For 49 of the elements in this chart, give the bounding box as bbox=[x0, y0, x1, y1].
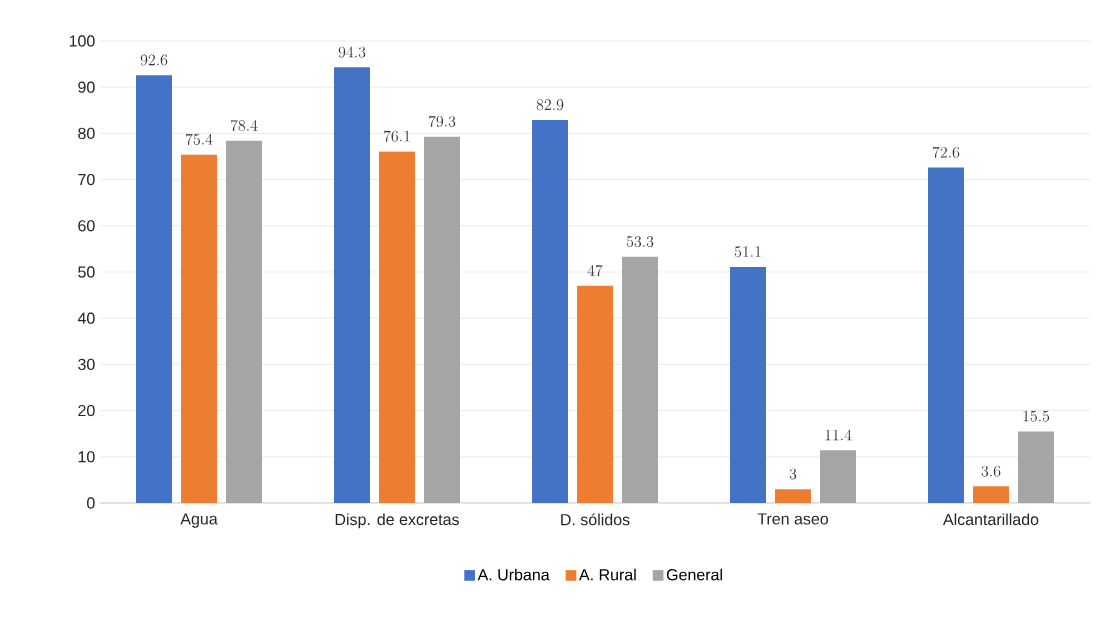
bar bbox=[424, 136, 460, 503]
bar bbox=[622, 256, 658, 503]
y-tick-label: 70 bbox=[78, 173, 95, 186]
bar bbox=[927, 167, 964, 503]
data-label: 51 . 1 bbox=[734, 246, 761, 258]
bar bbox=[819, 450, 856, 503]
bar bbox=[972, 486, 1009, 503]
bar bbox=[774, 489, 811, 503]
data-label: 94.3 bbox=[338, 46, 366, 58]
x-tick-label: Alcantarillado bbox=[942, 513, 1039, 526]
y-tick-label: 10 bbox=[78, 451, 95, 463]
data-label: 53.3 bbox=[626, 236, 654, 248]
data-label: 47 bbox=[587, 264, 603, 277]
y-tick-label: 80 bbox=[78, 127, 95, 140]
x-tick-label: Disp. de excretas bbox=[335, 513, 459, 529]
data-label: 3.6 bbox=[981, 465, 1001, 477]
y-tick-label: 30 bbox=[78, 358, 95, 371]
legend-label: A. Urbana bbox=[477, 568, 550, 581]
data-label: 92.6 bbox=[140, 54, 168, 66]
y-tick-label: 0 bbox=[87, 497, 95, 509]
bar bbox=[379, 151, 415, 503]
y-tick-label: 60 bbox=[78, 220, 95, 232]
y-tick-label: 90 bbox=[78, 81, 95, 93]
bar bbox=[136, 75, 173, 503]
data-label: 76. 1 bbox=[383, 130, 410, 142]
data-label: 79.3 bbox=[428, 115, 456, 127]
y-tick-label: 100 bbox=[69, 35, 95, 47]
bar bbox=[181, 154, 217, 503]
data-label: 75.4 bbox=[185, 133, 213, 145]
bar bbox=[1017, 431, 1054, 503]
data-label: 11 .4 bbox=[825, 429, 852, 441]
y-tick-label: 40 bbox=[77, 312, 95, 324]
data-label: 78.4 bbox=[230, 119, 258, 132]
bar bbox=[532, 119, 568, 503]
data-label: 82.9 bbox=[536, 99, 564, 111]
legend-label: A. Rural bbox=[579, 568, 636, 581]
bar bbox=[226, 140, 262, 503]
legend-label: General bbox=[666, 568, 722, 581]
bar bbox=[334, 67, 370, 503]
y-tick-label: 20 bbox=[78, 404, 95, 417]
data-label: 3 bbox=[789, 468, 797, 480]
bar bbox=[577, 285, 613, 503]
x-tick-label: Agua bbox=[180, 513, 218, 528]
y-tick-label: 50 bbox=[78, 266, 95, 278]
data-label: 15.5 bbox=[1023, 410, 1050, 422]
x-tick-label: D. sólidos bbox=[561, 513, 630, 526]
bar bbox=[730, 266, 766, 503]
data-label: 72.6 bbox=[932, 146, 960, 158]
x-tick-label: Tren aseo bbox=[757, 513, 829, 525]
